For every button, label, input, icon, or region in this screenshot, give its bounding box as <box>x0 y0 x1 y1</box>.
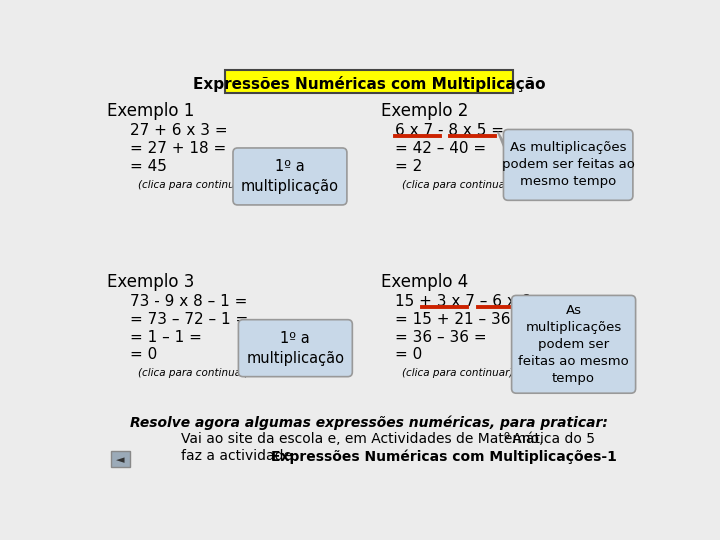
FancyBboxPatch shape <box>233 148 347 205</box>
Text: Exemplo 3: Exemplo 3 <box>107 273 194 291</box>
Text: Vai ao site da escola e, em Actividades de Matemática do 5: Vai ao site da escola e, em Actividades … <box>181 432 595 446</box>
Text: 73 - 9 x 8 – 1 =: 73 - 9 x 8 – 1 = <box>130 294 248 309</box>
FancyBboxPatch shape <box>225 70 513 93</box>
Polygon shape <box>520 310 524 341</box>
Text: 1º a
multiplicação: 1º a multiplicação <box>241 159 339 194</box>
FancyBboxPatch shape <box>503 130 633 200</box>
Text: Expressões Numéricas com Multiplicação: Expressões Numéricas com Multiplicação <box>193 76 545 92</box>
Text: 1º a
multiplicação: 1º a multiplicação <box>246 331 344 366</box>
Text: (clica para continuar): (clica para continuar) <box>138 179 249 190</box>
Text: Ano,: Ano, <box>508 432 543 446</box>
Text: As
multiplicações
podem ser
feitas ao mesmo
tempo: As multiplicações podem ser feitas ao me… <box>518 304 629 385</box>
Text: = 1 – 1 =: = 1 – 1 = <box>130 330 202 345</box>
Text: faz a actividade: faz a actividade <box>181 449 297 463</box>
Text: = 36 – 36 =: = 36 – 36 = <box>395 330 486 345</box>
Text: = 27 + 18 =: = 27 + 18 = <box>130 141 227 156</box>
Polygon shape <box>498 132 512 166</box>
Text: Exemplo 2: Exemplo 2 <box>381 102 468 120</box>
Text: 6 x 7 - 8 x 5 =: 6 x 7 - 8 x 5 = <box>395 123 503 138</box>
Text: = 2: = 2 <box>395 159 422 174</box>
Text: (clica para continuar): (clica para continuar) <box>402 179 513 190</box>
Text: As multiplicações
podem ser feitas ao
mesmo tempo: As multiplicações podem ser feitas ao me… <box>502 141 634 188</box>
Text: o: o <box>503 430 509 440</box>
FancyBboxPatch shape <box>111 451 130 467</box>
Text: ◄: ◄ <box>116 455 125 465</box>
Text: Resolve agora algumas expressões numéricas, para praticar:: Resolve agora algumas expressões numéric… <box>130 415 608 430</box>
Text: = 15 + 21 – 36 =: = 15 + 21 – 36 = <box>395 312 528 327</box>
Text: (clica para continuar): (clica para continuar) <box>402 368 513 378</box>
FancyBboxPatch shape <box>238 320 352 377</box>
Text: Exemplo 4: Exemplo 4 <box>381 273 468 291</box>
Text: = 73 – 72 – 1 =: = 73 – 72 – 1 = <box>130 312 248 327</box>
Text: 27 + 6 x 3 =: 27 + 6 x 3 = <box>130 123 228 138</box>
Text: Expressões Numéricas com Multiplicações-1: Expressões Numéricas com Multiplicações-… <box>271 449 616 463</box>
FancyBboxPatch shape <box>512 295 636 393</box>
Text: 15 + 3 x 7 – 6 x 6 =: 15 + 3 x 7 – 6 x 6 = <box>395 294 548 309</box>
Polygon shape <box>245 339 247 350</box>
Text: = 0: = 0 <box>395 347 422 362</box>
Text: Exemplo 1: Exemplo 1 <box>107 102 194 120</box>
Text: = 0: = 0 <box>130 347 158 362</box>
Text: (clica para continuar): (clica para continuar) <box>138 368 249 378</box>
Text: = 42 – 40 =: = 42 – 40 = <box>395 141 486 156</box>
Text: = 45: = 45 <box>130 159 167 174</box>
